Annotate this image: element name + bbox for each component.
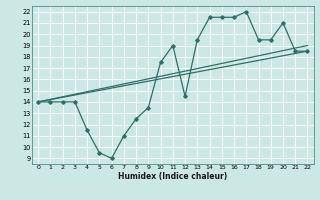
X-axis label: Humidex (Indice chaleur): Humidex (Indice chaleur): [118, 172, 228, 181]
